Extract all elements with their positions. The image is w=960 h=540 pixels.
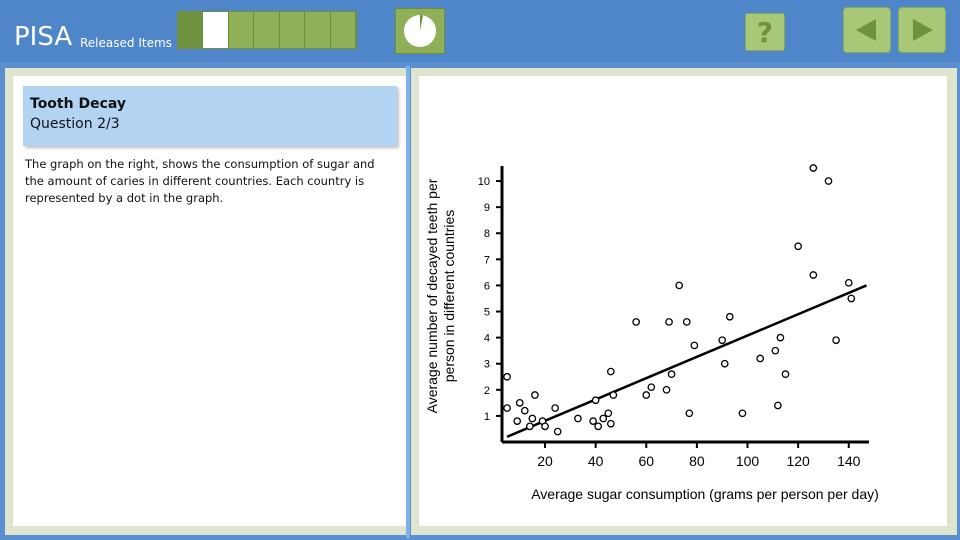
data-point [756,354,765,363]
data-point [844,278,853,287]
data-point [609,391,618,399]
data-point [738,409,747,418]
data-point [525,422,534,431]
y-tick-label: 2 [484,385,490,397]
progress-step-2[interactable] [203,12,229,48]
stimulus-content: 20 40 60 80 100 120 140 1 2 3 4 5 6 7 8 9 10 Average suga… [419,76,947,526]
triangle-right-icon [913,19,933,41]
data-point [513,417,522,425]
data-point [594,422,603,431]
y-axis-label: Average number of decayed teeth perperso… [424,178,457,413]
progress-bar [177,11,357,49]
question-panel: Tooth Decay Question 2/3 The graph on th… [5,68,408,535]
progress-step-5[interactable] [279,12,306,48]
x-tick-label: 100 [736,453,760,469]
data-point [809,164,818,172]
data-point [662,385,671,394]
x-tick-label: 20 [537,453,553,469]
help-icon: ? [756,15,774,49]
data-point [776,333,785,342]
scatter-chart: 20 40 60 80 100 120 140 1 2 3 4 5 6 7 8 9 10 Average suga… [424,164,879,502]
data-point [771,346,780,355]
stimulus-panel: 20 40 60 80 100 120 140 1 2 3 4 5 6 7 8 9 10 Average suga… [411,68,957,535]
data-point [794,242,802,251]
question-header: Tooth Decay Question 2/3 [23,86,397,146]
y-tick-label: 6 [484,280,490,292]
data-point [809,271,818,279]
data-point [520,406,529,415]
question-number: Question 2/3 [30,116,120,132]
next-button[interactable] [898,7,946,53]
brand-subtitle: Released Items [80,36,172,50]
panel-divider[interactable] [406,66,410,538]
progress-step-7[interactable] [330,12,356,48]
data-point [685,409,694,418]
data-point [604,409,613,418]
help-button[interactable]: ? [745,13,785,51]
data-point [642,391,651,399]
data-point [682,318,691,326]
data-point [832,336,840,345]
triangle-left-icon [856,19,876,41]
data-point [725,312,734,321]
data-point [591,396,600,405]
data-point [647,383,656,392]
y-tick-label: 4 [484,333,490,345]
data-point [599,414,608,423]
timer-icon [395,8,445,54]
data-point [503,404,511,412]
data-point [553,427,562,436]
data-point [781,370,790,379]
question-content: Tooth Decay Question 2/3 The graph on th… [13,76,406,526]
question-text: The graph on the right, shows the consum… [25,157,375,205]
data-point [589,417,597,425]
progress-step-3[interactable] [228,12,255,48]
data-point [531,391,539,399]
x-tick-label: 80 [689,453,705,469]
x-axis-label: Average sugar consumption (grams per per… [531,486,879,502]
y-tick-label: 8 [484,228,490,240]
data-point [667,370,676,379]
x-tick-label: 120 [786,453,810,469]
data-point [774,401,782,410]
top-bar: PISA Released Items ? [0,0,960,62]
data-point [665,318,673,326]
x-tick-label: 40 [588,453,604,469]
data-point [690,341,699,350]
back-button[interactable] [843,7,891,53]
data-point [541,422,549,431]
data-point [503,372,511,381]
y-tick-label: 5 [484,307,490,319]
progress-step-6[interactable] [305,12,331,48]
y-tick-label: 7 [484,254,490,266]
trend-line [506,284,867,438]
y-tick-label: 9 [484,202,490,214]
data-point [606,419,615,428]
data-point [847,294,856,303]
y-tick-label: 10 [478,176,490,188]
y-tick-label: 1 [484,411,490,423]
question-title: Tooth Decay [30,96,127,112]
y-tick-label: 3 [484,359,490,371]
data-point [824,177,833,185]
data-point [515,399,524,407]
data-point [528,414,537,423]
data-point [606,367,615,376]
data-point [720,359,729,368]
progress-step-1[interactable] [178,12,204,48]
data-point [632,318,640,326]
x-tick-label: 140 [837,453,861,469]
data-point [675,281,684,290]
data-point [574,414,582,423]
data-point [551,404,560,412]
progress-step-4[interactable] [254,12,280,48]
brand-logo: PISA [14,22,73,52]
data-point [718,336,727,345]
x-tick-label: 60 [638,453,654,469]
